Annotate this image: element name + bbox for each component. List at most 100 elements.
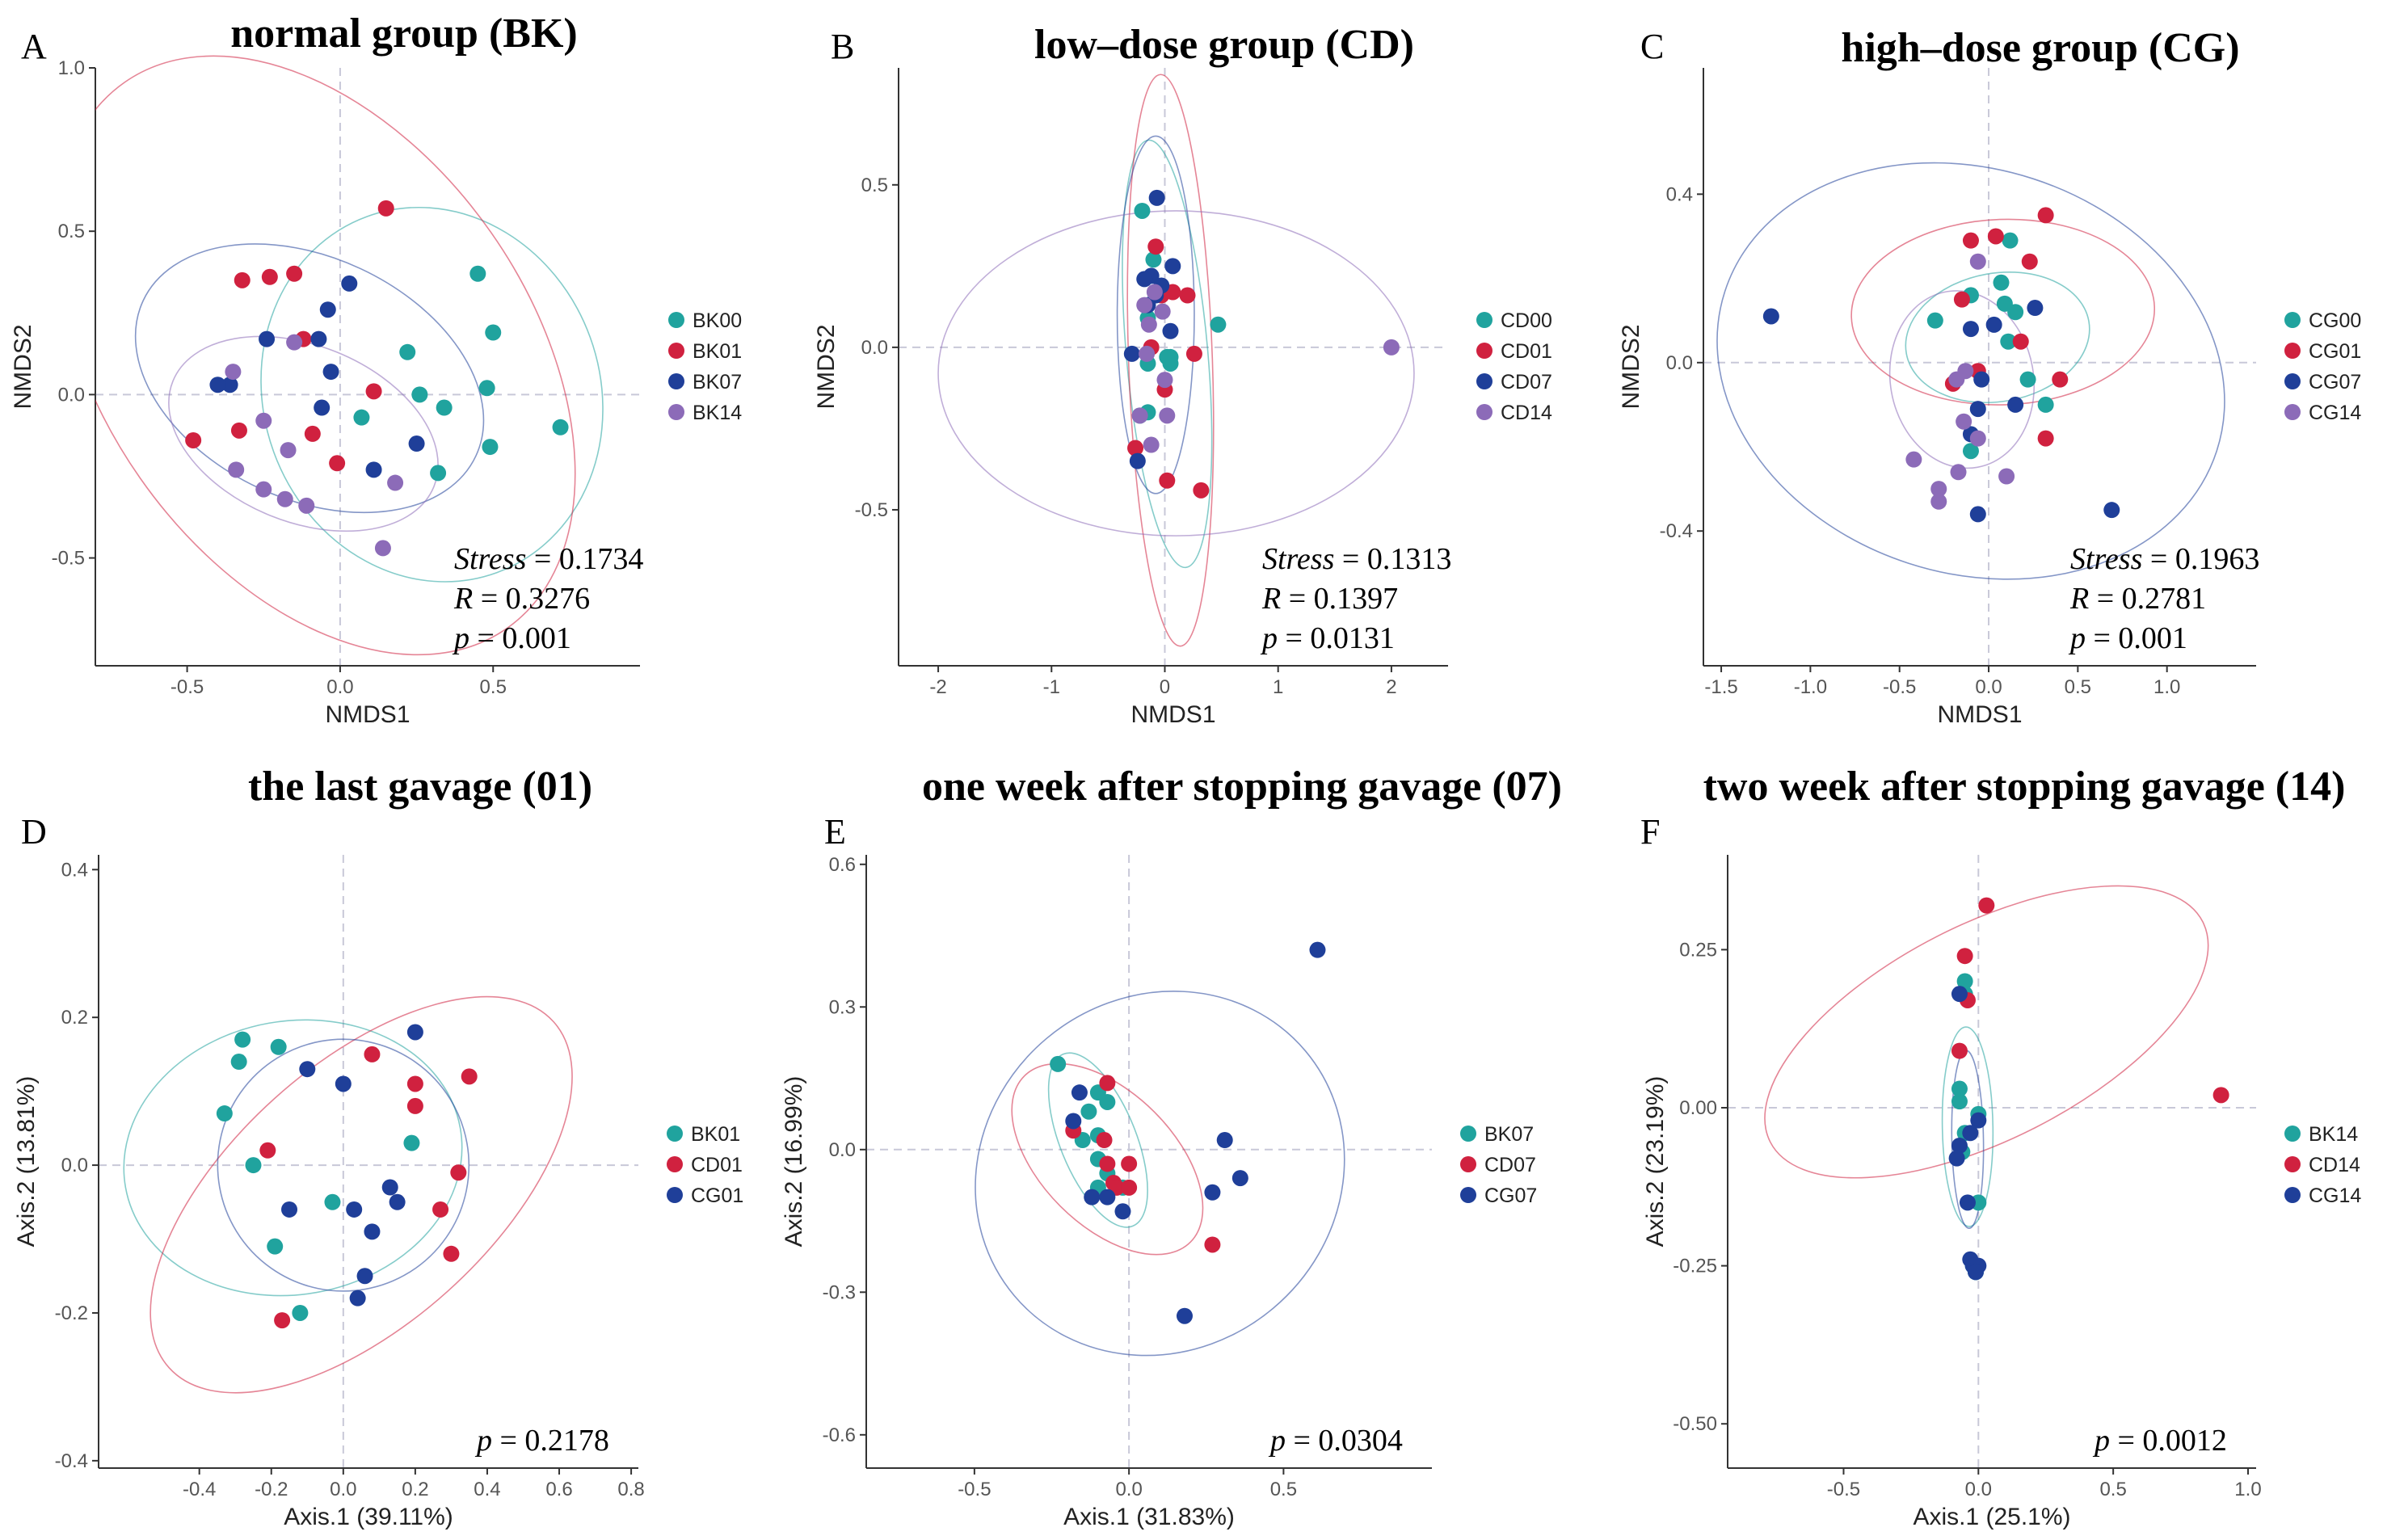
panel-e-stat-p: p = 0.0304	[1268, 1424, 1403, 1458]
panel-a-point-bk01-8	[185, 431, 202, 448]
panel-c-point-cg14-8	[1950, 464, 1967, 481]
panel-b-x-title: NMDS1	[1130, 701, 1215, 728]
panel-e-point-bk07-0	[1050, 1055, 1067, 1072]
panel-c-ellipse-cg01	[1850, 218, 2156, 406]
panel-a-ytick-label: 0.5	[58, 221, 85, 242]
panel-a-legend-label-bk00: BK00	[693, 309, 742, 332]
panel-b-point-cd00-7	[1162, 355, 1179, 372]
panel-a-point-bk07-7	[314, 399, 330, 416]
panel-d-point-cg01-6	[281, 1201, 298, 1218]
panel-e-point-cg07-6	[1084, 1189, 1101, 1205]
panel-e-point-cg07-9	[1176, 1307, 1193, 1324]
panel-d-xtick-label: 0.8	[617, 1479, 644, 1500]
panel-a-stat-value: = 0.001	[469, 621, 571, 655]
panel-c-point-cg14-5	[1905, 451, 1922, 468]
panel-d-point-cg01-0	[406, 1024, 423, 1041]
panel-c-point-cg01-4	[1953, 291, 1970, 308]
panel-d-point-cg01-8	[356, 1268, 373, 1285]
panel-c-point-cg00-1	[1993, 274, 2010, 291]
panel-d-legend-key-cg01	[667, 1187, 683, 1203]
panel-c-point-cg01-0	[2037, 207, 2054, 224]
panel-d-ytick-label: 0.4	[61, 859, 88, 881]
panel-c-point-cg07-3	[2027, 300, 2044, 317]
panel-a-point-bk14-0	[225, 364, 242, 381]
panel-f-letter: F	[1640, 812, 1660, 852]
panel-c-point-cg14-6	[1930, 481, 1947, 498]
panel-f-point-cd14-3	[1951, 1042, 1968, 1059]
panel-a-point-bk07-8	[408, 435, 425, 452]
panel-e-x-title: Axis.1 (31.83%)	[1063, 1504, 1235, 1530]
panel-f-point-cg14-2	[1962, 1125, 1979, 1142]
panel-d-point-cd01-0	[364, 1046, 381, 1062]
panel-d-point-bk01-0	[234, 1031, 251, 1048]
panel-d-ytick-label: 0.0	[61, 1155, 88, 1176]
panel-e-ellipses	[975, 991, 1345, 1357]
panel-b-stat-name: R	[1261, 582, 1281, 616]
panel-e-ellipse-cd07	[1011, 1062, 1204, 1256]
panel-f-point-cd14-4	[2212, 1087, 2229, 1104]
panel-f-legend-label-bk14: BK14	[2309, 1123, 2358, 1146]
panel-a-point-bk01-0	[377, 200, 394, 217]
panel-d-xtick-label: -0.4	[183, 1479, 216, 1500]
panel-a-point-bk01-1	[234, 271, 251, 288]
panel-a-point-bk00-7	[482, 439, 499, 456]
panel-c-xtick-label: -0.5	[1883, 676, 1916, 698]
panel-c-point-cg01-9	[2037, 430, 2054, 447]
panel-b-point-cd14-0	[1383, 339, 1400, 356]
panel-c-point-cg01-5	[2012, 333, 2029, 350]
panel-a-point-bk00-4	[436, 399, 453, 416]
panel-f-point-cd14-1	[1956, 948, 1973, 965]
panel-c-legend-key-cg01	[2284, 343, 2301, 359]
panel-c-point-cg14-7	[1930, 493, 1947, 510]
panel-b-point-cd00-1	[1145, 251, 1162, 268]
panel-d-ytick-label: -0.2	[55, 1302, 88, 1324]
panel-a-ellipses	[95, 55, 604, 656]
panel-c-point-cg14-0	[1969, 253, 1986, 270]
panel-f-xtick-label: 0.5	[2099, 1479, 2126, 1500]
panel-c-xtick-label: -1.5	[1704, 676, 1737, 698]
panel-d-ellipses	[123, 995, 573, 1394]
panel-a-ellipse-bk14	[168, 335, 439, 532]
panel-a-x-title: NMDS1	[325, 701, 410, 728]
panel-d-title: the last gavage (01)	[248, 764, 592, 810]
panel-d-point-cd01-5	[450, 1164, 467, 1181]
panel-e-point-cd07-7	[1121, 1179, 1138, 1196]
panel-e-ytick-label: 0.6	[829, 854, 856, 876]
panel-a-letter: A	[21, 27, 47, 66]
panel-b-ytick-label: 0.0	[861, 337, 888, 359]
panel-d-ellipse-bk01	[123, 1019, 463, 1297]
panel-b-ellipse-cd14	[937, 210, 1415, 536]
panel-d-point-bk01-4	[245, 1157, 262, 1174]
panel-e-ellipse-bk07	[1047, 1052, 1148, 1228]
panel-b-legend-key-cd01	[1476, 343, 1493, 359]
panel-a-legend-label-bk01: BK01	[693, 340, 742, 363]
panel-a-point-bk07-2	[310, 330, 327, 347]
panel-c-point-cg07-8	[2103, 502, 2120, 519]
panel-c-xtick-label: -1.0	[1794, 676, 1827, 698]
panel-b-stat-p: p = 0.0131	[1260, 621, 1395, 655]
panel-d-x-title: Axis.1 (39.11%)	[284, 1504, 453, 1530]
panel-c-legend-key-cg00	[2284, 312, 2301, 328]
panel-d-point-bk01-5	[324, 1193, 341, 1210]
panel-b-legend-label-cd00: CD00	[1501, 309, 1552, 332]
panel-c-letter: C	[1640, 27, 1664, 66]
panel-f-ytick-label: 0.25	[1679, 939, 1717, 961]
panel-b-stat-name: p	[1260, 621, 1278, 655]
panel-c-point-cg07-1	[1962, 321, 1979, 338]
panel-a-point-bk01-7	[230, 422, 247, 439]
panel-f-title: two week after stopping gavage (14)	[1703, 764, 2346, 810]
panel-a-point-bk07-3	[259, 330, 276, 347]
panel-e-point-cg07-4	[1231, 1170, 1248, 1187]
panel-c-xtick-label: 0.0	[1975, 676, 2002, 698]
panel-b-ellipse-cd01	[1126, 74, 1215, 647]
panel-a-point-bk14-4	[228, 461, 245, 478]
panel-d-point-bk01-3	[216, 1105, 233, 1122]
panel-e-point-cg07-7	[1099, 1189, 1116, 1205]
panel-c-title: high–dose group (CG)	[1841, 25, 2239, 71]
panel-d-y-title: Axis.2 (13.81%)	[13, 1076, 40, 1248]
panel-b-ytick-label: 0.5	[861, 175, 888, 196]
panel-e-ytick-label: 0.0	[829, 1139, 856, 1161]
panel-a-point-bk00-8	[430, 465, 447, 482]
panel-b-ytick-label: -0.5	[855, 499, 888, 521]
panel-c-legend-key-cg07	[2284, 373, 2301, 389]
